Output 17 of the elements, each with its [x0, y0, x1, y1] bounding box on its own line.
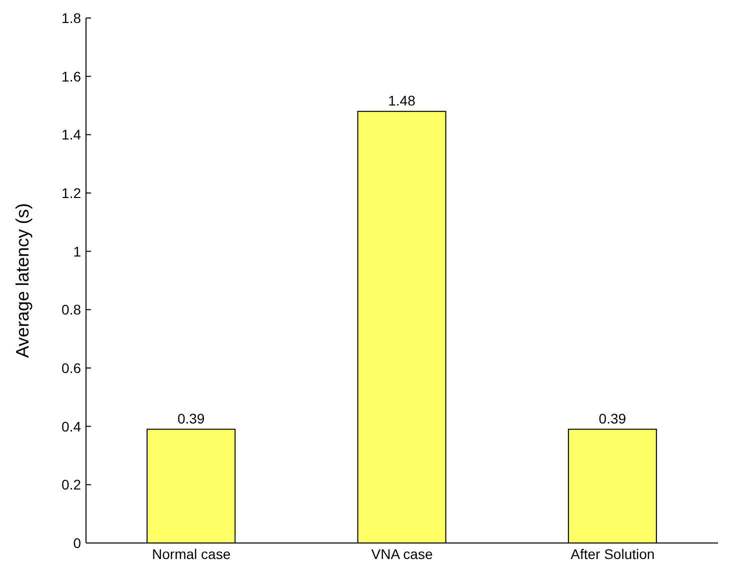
x-tick-label: After Solution — [570, 546, 655, 562]
x-tick-label: VNA case — [371, 546, 433, 562]
data-label: 0.39 — [598, 410, 626, 426]
y-axis-title: Average latency (s) — [12, 203, 32, 358]
y-tick-label: 0.2 — [62, 476, 82, 493]
y-tick-label: 0.4 — [62, 418, 82, 434]
y-tick-label: 1 — [73, 243, 82, 260]
x-tick-label: Normal case — [152, 546, 231, 562]
y-tick-label: 1.4 — [62, 126, 82, 143]
y-tick-label: 1.8 — [62, 10, 82, 26]
y-tick-label: 0.6 — [62, 360, 82, 376]
y-tick-label: 0 — [73, 534, 82, 551]
data-label: 0.39 — [177, 410, 205, 426]
y-tick-label: 1.2 — [62, 184, 82, 201]
data-label: 1.48 — [388, 92, 416, 108]
y-tick-label: 1.6 — [62, 68, 82, 84]
y-tick-label: 0.8 — [62, 302, 82, 318]
